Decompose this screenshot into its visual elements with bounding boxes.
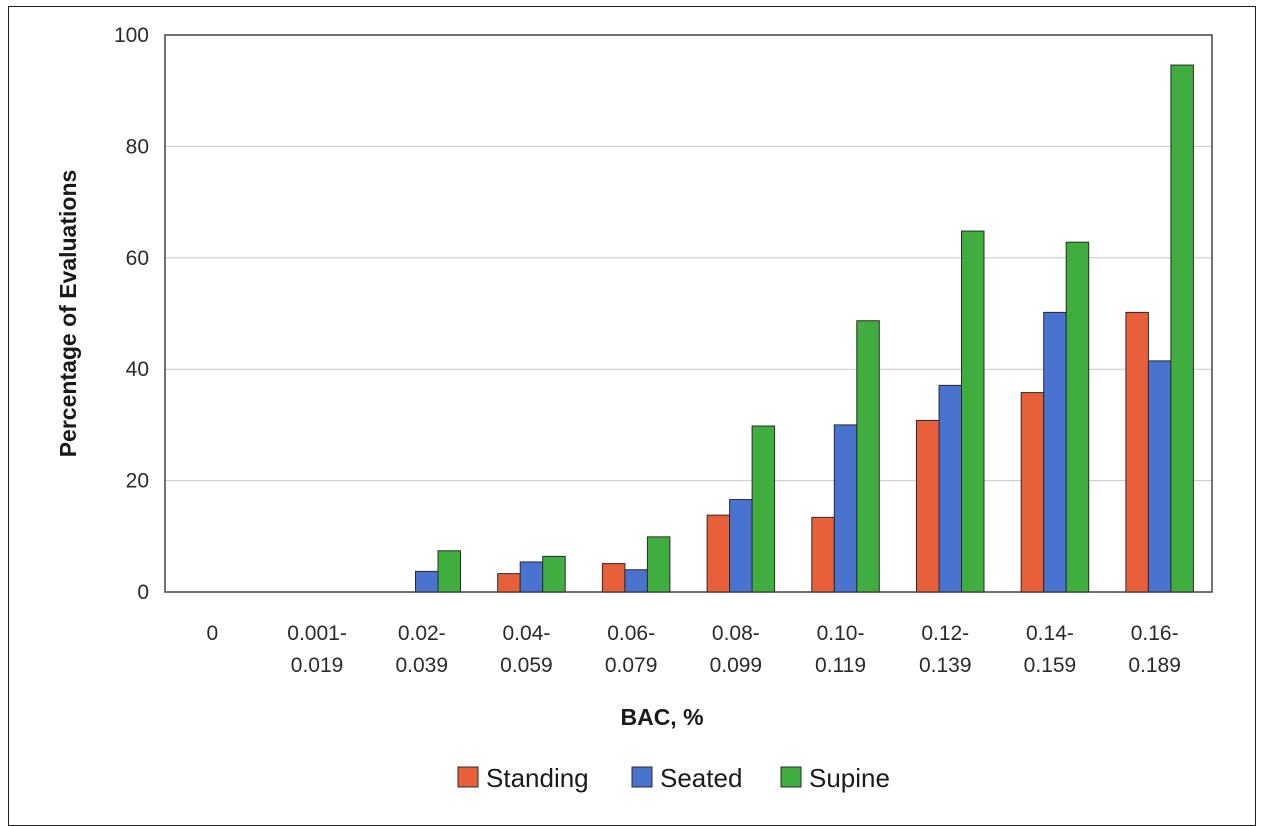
bar-seated xyxy=(624,569,648,593)
bar-supine xyxy=(646,536,671,593)
y-tick-label: 80 xyxy=(126,135,149,158)
x-axis-title: BAC, % xyxy=(620,704,703,730)
legend-label-standing: Standing xyxy=(486,763,589,793)
legend-swatch-seated xyxy=(631,766,653,788)
bar-seated xyxy=(415,570,439,593)
legend-swatch-supine xyxy=(780,766,802,788)
bar-supine xyxy=(751,425,776,593)
bar-seated xyxy=(938,384,962,593)
plot-area-border xyxy=(164,34,1213,593)
y-tick-label: 60 xyxy=(126,247,149,270)
bar-seated xyxy=(729,499,753,593)
bar-supine xyxy=(961,230,985,593)
bar-standing xyxy=(1020,392,1045,593)
bar-seated xyxy=(519,561,544,593)
x-tick-label: 0 xyxy=(207,622,219,645)
y-tick-label: 100 xyxy=(114,24,149,47)
legend: Standing Seated Supine xyxy=(457,763,890,793)
x-tick-labels: 0 0.001-0.019 0.02-0.039 0.04-0.059 0.06-0.0… xyxy=(207,622,1181,677)
bar-supine xyxy=(856,320,880,593)
y-axis-title: Percentage of Evaluations xyxy=(55,170,81,458)
y-tick-label: 40 xyxy=(126,358,149,381)
legend-swatch-standing xyxy=(457,766,479,788)
y-tick-label: 0 xyxy=(137,581,149,604)
bar-seated xyxy=(1043,311,1067,593)
x-tick-label: 0.14-0.159 xyxy=(1024,622,1077,677)
bar-standing xyxy=(706,514,731,593)
x-tick-label: 0.16-0.189 xyxy=(1128,622,1181,677)
bar-standing xyxy=(916,419,940,593)
bar-standing xyxy=(497,573,521,593)
bar-supine xyxy=(437,550,461,593)
bar-seated xyxy=(833,424,858,593)
x-tick-label: 0.12-0.139 xyxy=(919,622,972,677)
x-tick-label: 0.001-0.019 xyxy=(287,622,347,677)
x-tick-label: 0.04-0.059 xyxy=(500,622,553,677)
x-tick-label: 0.06-0.079 xyxy=(605,622,658,677)
x-tick-label: 0.02-0.039 xyxy=(395,622,448,677)
bar-standing xyxy=(811,516,835,593)
bar-standing xyxy=(1125,311,1149,593)
x-tick-label: 0.08-0.099 xyxy=(710,622,763,677)
bar-seated xyxy=(1147,360,1172,593)
bar-supine xyxy=(1170,64,1194,593)
y-tick-label: 20 xyxy=(126,470,149,493)
x-tick-label: 0.10-0.119 xyxy=(815,622,866,677)
bars-group xyxy=(415,64,1194,593)
legend-label-seated: Seated xyxy=(660,763,742,793)
legend-label-supine: Supine xyxy=(809,763,890,793)
bar-supine xyxy=(1065,241,1090,593)
bar-supine xyxy=(542,555,566,593)
y-tick-labels: 0 20 40 60 80 100 xyxy=(114,24,149,604)
bar-standing xyxy=(601,563,626,593)
